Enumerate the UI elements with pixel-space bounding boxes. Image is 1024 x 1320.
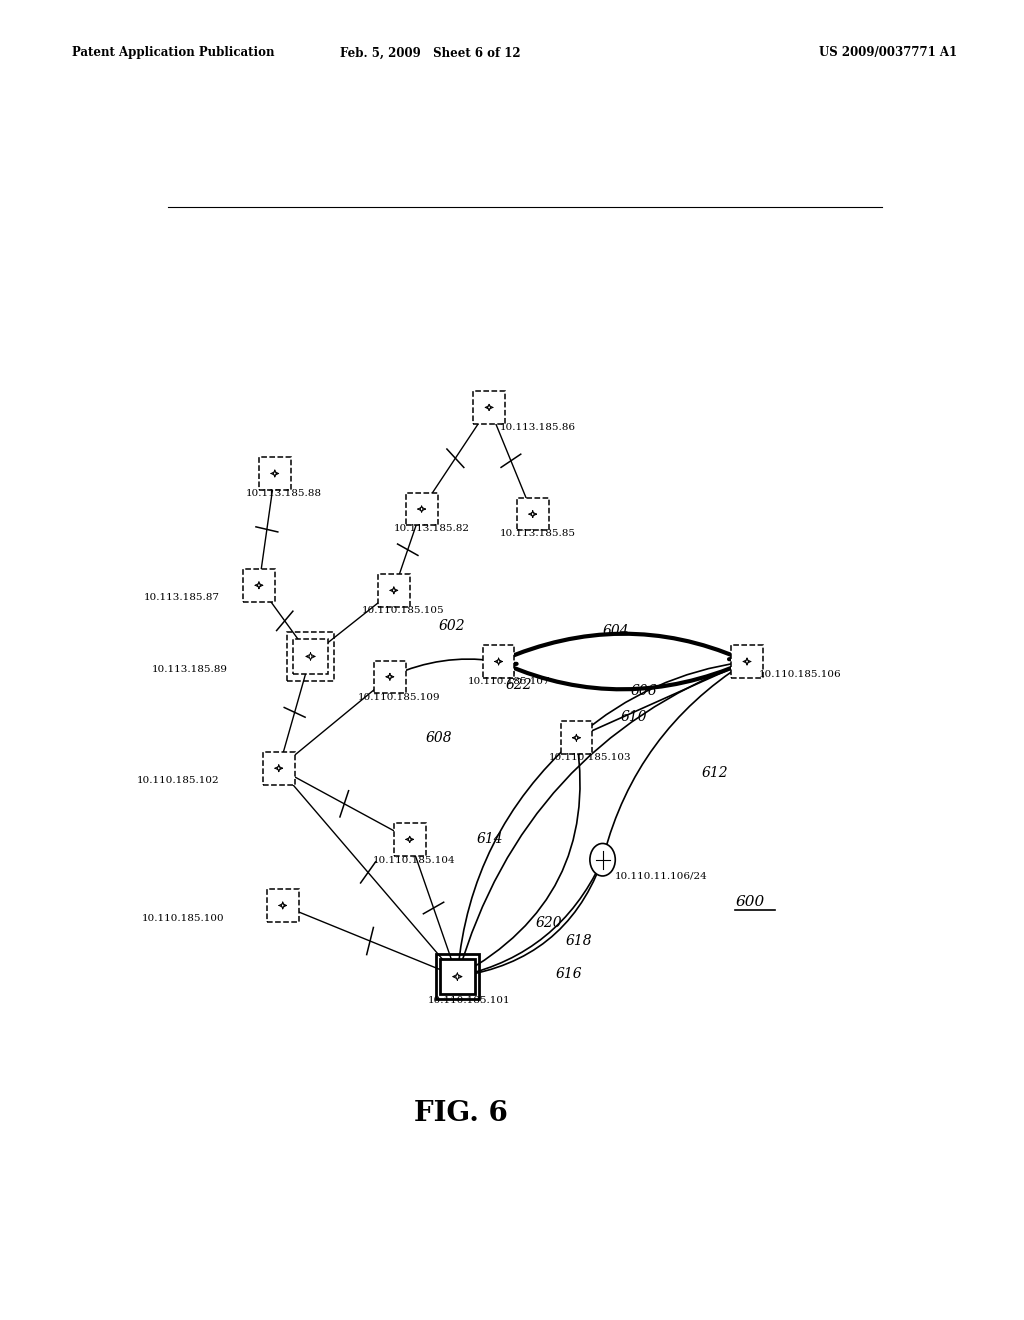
Bar [259,457,291,490]
Bar [378,574,410,607]
Text: 10.110.185.101: 10.110.185.101 [428,995,511,1005]
Bar [440,958,475,994]
Text: 10.113.185.86: 10.113.185.86 [500,422,575,432]
Text: 622: 622 [506,678,532,692]
Text: 10.110.185.105: 10.110.185.105 [362,606,444,615]
Text: 10.110.185.103: 10.110.185.103 [549,752,631,762]
Bar [435,954,479,999]
Text: 10.113.185.87: 10.113.185.87 [144,594,220,602]
Text: 10.113.185.82: 10.113.185.82 [394,524,470,533]
Text: 602: 602 [438,619,465,634]
Bar [482,645,514,677]
Bar [243,569,274,602]
Text: 10.113.185.85: 10.113.185.85 [500,529,575,539]
Text: 10.110.11.106/24: 10.110.11.106/24 [615,873,708,880]
Bar [517,498,549,531]
Bar [731,645,763,677]
Text: 10.110.185.106: 10.110.185.106 [759,669,842,678]
Text: 608: 608 [426,731,453,744]
Text: 10.110.185.100: 10.110.185.100 [142,913,225,923]
Circle shape [590,843,615,876]
Bar [473,391,505,424]
Text: FIG. 6: FIG. 6 [415,1101,508,1127]
Text: Patent Application Publication: Patent Application Publication [72,46,274,59]
Bar [293,639,328,675]
Text: 610: 610 [621,710,647,725]
Bar [406,492,437,525]
Bar [374,660,406,693]
Text: 614: 614 [476,833,503,846]
Text: 600: 600 [735,895,764,909]
Bar [267,890,299,921]
Text: 606: 606 [631,684,657,698]
Text: 10.110.185.107: 10.110.185.107 [468,677,550,686]
Text: 10.113.185.88: 10.113.185.88 [246,488,322,498]
Text: US 2009/0037771 A1: US 2009/0037771 A1 [819,46,957,59]
Text: 10.113.185.89: 10.113.185.89 [152,664,228,673]
Bar [560,722,592,754]
Text: 620: 620 [536,916,562,929]
Text: 604: 604 [603,624,630,638]
Text: 10.110.185.104: 10.110.185.104 [373,855,455,865]
Text: 10.110.185.109: 10.110.185.109 [358,693,440,702]
Bar [263,752,295,784]
Text: 10.110.185.102: 10.110.185.102 [136,776,219,785]
Bar [394,824,426,855]
Text: Feb. 5, 2009   Sheet 6 of 12: Feb. 5, 2009 Sheet 6 of 12 [340,46,520,59]
Text: 612: 612 [701,767,729,780]
Text: 616: 616 [556,966,583,981]
Bar [287,632,334,681]
Text: 618: 618 [565,935,592,948]
